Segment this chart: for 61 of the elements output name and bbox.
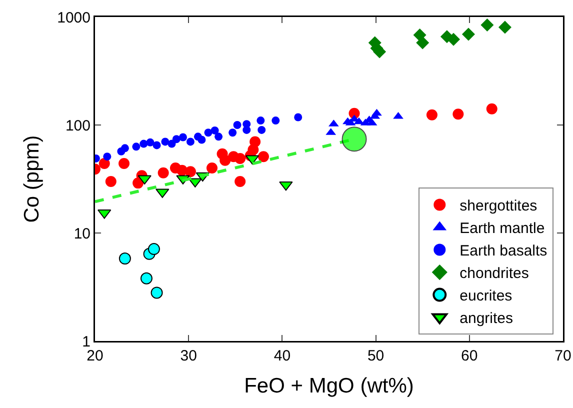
point: [98, 158, 110, 170]
point: [120, 144, 129, 152]
point: [258, 126, 266, 134]
point: [198, 136, 206, 144]
point: [258, 151, 269, 162]
point: [186, 138, 194, 146]
point: [234, 152, 246, 164]
point: [146, 138, 154, 146]
legend-label: eucrites: [460, 288, 512, 305]
point: [158, 167, 169, 178]
point: [152, 141, 161, 150]
point: [118, 252, 131, 265]
point: [426, 109, 438, 120]
point: [233, 121, 242, 129]
y-tick-label: 100: [65, 117, 90, 134]
x-tick-label: 40: [274, 348, 291, 364]
legend-label: shergottites: [460, 198, 538, 215]
x-tick-label: 70: [554, 348, 572, 364]
point: [178, 133, 187, 142]
point: [132, 142, 140, 151]
x-axis-title: FeO + MgO (wt%): [244, 374, 414, 398]
point: [105, 176, 116, 187]
point: [294, 113, 302, 122]
point: [480, 18, 494, 32]
point: [416, 36, 430, 50]
point: [150, 286, 163, 299]
point: [452, 108, 464, 120]
legend-label: Earth mantle: [460, 220, 545, 238]
y-axis-title: Co (ppm): [20, 135, 44, 223]
point: [204, 128, 212, 137]
point: [279, 181, 293, 191]
legend-label: Earth basalts: [460, 242, 548, 260]
point: [446, 32, 460, 46]
point: [486, 103, 498, 114]
point: [103, 152, 112, 161]
x-tick-label: 60: [461, 348, 478, 364]
x-tick-label: 20: [86, 348, 104, 364]
x-tick-label: 30: [180, 348, 197, 364]
y-tick-label: 10: [74, 225, 90, 242]
point: [210, 126, 219, 134]
point: [184, 166, 196, 178]
point: [118, 158, 130, 170]
point: [214, 132, 223, 141]
point: [172, 135, 180, 144]
point: [228, 128, 237, 137]
point: [140, 272, 152, 284]
point: [256, 116, 265, 125]
point: [498, 20, 512, 34]
point: [220, 154, 231, 166]
point: [393, 112, 404, 119]
point: [234, 176, 246, 187]
y-tick-label: 1: [82, 333, 90, 350]
point: [272, 116, 280, 125]
legend-label: chondrites: [460, 265, 529, 282]
point: [161, 138, 170, 146]
point: [206, 162, 218, 174]
point: [148, 243, 160, 256]
point: [462, 28, 475, 41]
x-tick-label: 50: [367, 348, 384, 364]
legend-label: angrites: [460, 310, 514, 328]
y-tick-label: 1000: [57, 9, 90, 26]
